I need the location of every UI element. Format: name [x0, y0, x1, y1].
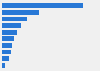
Bar — [2, 23, 21, 28]
Bar — [2, 10, 39, 15]
Bar — [2, 50, 11, 55]
Bar — [2, 30, 16, 35]
Bar — [2, 3, 83, 8]
Bar — [2, 56, 10, 61]
Bar — [2, 43, 12, 48]
Bar — [2, 63, 5, 68]
Bar — [2, 16, 27, 21]
Bar — [2, 36, 14, 41]
